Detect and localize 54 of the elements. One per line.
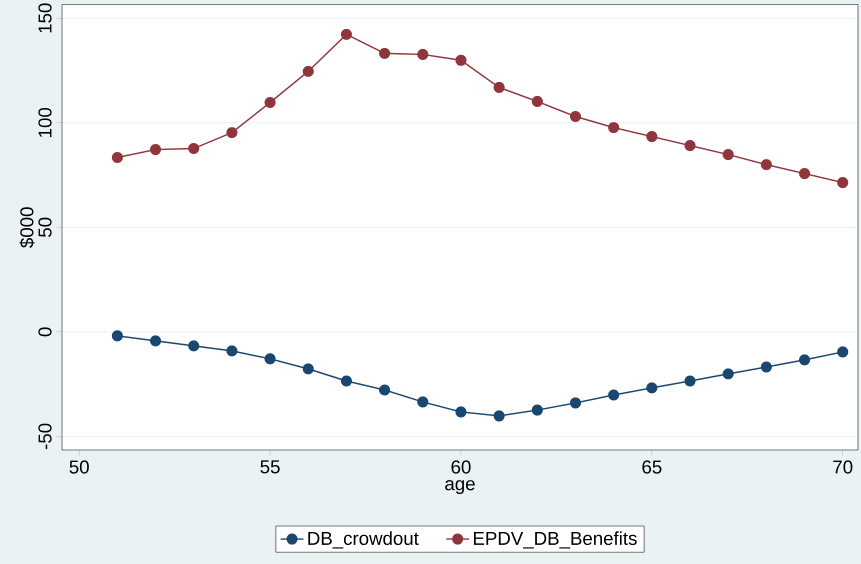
point	[799, 354, 810, 366]
point	[722, 149, 734, 160]
point	[532, 96, 543, 107]
point	[150, 144, 162, 156]
x-axis-title: age	[445, 480, 475, 494]
point	[112, 152, 123, 164]
x-tick-label: 50	[70, 460, 89, 474]
point	[760, 159, 772, 170]
point	[646, 382, 658, 394]
point	[837, 177, 848, 188]
x-tick-label: 65	[642, 460, 662, 474]
point	[722, 368, 734, 380]
y-tick-label: 0	[38, 327, 52, 336]
point	[455, 54, 466, 66]
point	[379, 384, 390, 396]
point	[302, 363, 314, 374]
x-tick-label: 55	[260, 460, 280, 474]
point	[226, 127, 238, 138]
point	[494, 410, 505, 422]
point	[570, 110, 582, 122]
point	[608, 122, 620, 134]
y-tick-label: 50	[38, 218, 52, 237]
y-tick-label: 100	[38, 108, 52, 137]
legend-label: EPDV_DB_Benefits	[474, 531, 637, 549]
point	[379, 48, 390, 59]
point	[684, 375, 696, 387]
legend-label: DB_crowdout	[308, 531, 419, 549]
y-tick-label: 150	[38, 3, 52, 32]
x-tick-label: 60	[452, 460, 471, 474]
point	[532, 404, 543, 416]
point	[455, 406, 466, 418]
point	[226, 345, 238, 356]
point	[570, 397, 582, 408]
point	[302, 66, 314, 77]
point	[417, 396, 428, 408]
y-tick-label: -50	[38, 424, 52, 450]
point	[188, 340, 200, 352]
point	[112, 330, 123, 342]
point	[837, 346, 848, 358]
point	[608, 389, 620, 401]
point	[188, 142, 200, 154]
x-tick-label: 70	[833, 460, 852, 474]
point	[799, 168, 810, 180]
point	[340, 28, 352, 40]
point	[150, 335, 162, 346]
point	[684, 140, 696, 152]
y-axis-title: $000	[19, 207, 35, 248]
point	[417, 48, 428, 60]
point	[264, 353, 276, 364]
point	[340, 375, 352, 387]
point	[494, 82, 505, 93]
point	[264, 96, 276, 108]
point	[760, 361, 772, 373]
point	[646, 131, 658, 142]
